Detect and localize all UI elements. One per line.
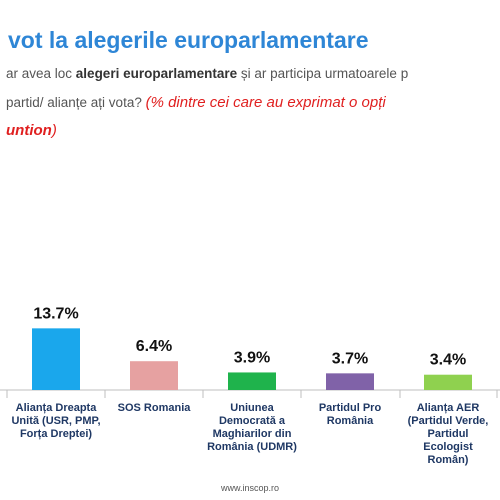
value-label: 3.4% [430, 352, 466, 369]
category-label: Uniunea Democrată a Maghiarilor din Româ… [207, 402, 297, 453]
value-label: 3.9% [234, 349, 270, 366]
question-text: ar avea loc [6, 66, 76, 81]
bar [424, 374, 472, 390]
bar [32, 328, 80, 390]
bar [326, 373, 374, 390]
value-label: 6.4% [136, 338, 172, 355]
category-label: Alianța Dreapta Unită (USR, PMP, Forța D… [11, 402, 101, 440]
bar [228, 372, 276, 390]
value-label: 3.7% [332, 350, 368, 367]
bar [130, 361, 178, 390]
category-label: Alianța AER (Partidul Verde, Partidul Ec… [407, 402, 489, 466]
question-text: (% dintre cei care au exprimat o opți [145, 94, 386, 111]
question-text: ) [51, 122, 57, 139]
chart-title: vot la alegerile europarlamentare [8, 27, 369, 53]
question-text: untion [6, 122, 52, 139]
question-line: untion) [6, 122, 57, 139]
category-label: Partidul Pro România [318, 402, 382, 427]
source: www.inscop.ro [220, 483, 279, 493]
category-label: SOS Romania [117, 402, 191, 414]
question-text: alegeri europarlamentare [75, 66, 238, 81]
question-line: partid/ alianțe ați vota? (% dintre cei … [6, 94, 386, 111]
value-label: 13.7% [33, 305, 78, 322]
question-line: ar avea loc alegeri europarlamentare și … [6, 66, 408, 81]
question-text: partid/ alianțe ați vota? [6, 95, 146, 110]
question-text: și ar participa urmatoarele p [237, 66, 409, 81]
